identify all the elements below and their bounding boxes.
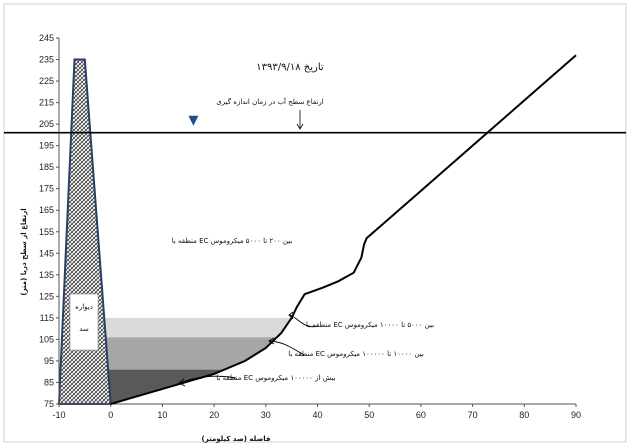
y-axis-label: ارتفاع از سطح دریا (متر) [20, 208, 28, 295]
zone2-arrowhead [288, 311, 294, 320]
zone4-arrowhead [178, 378, 186, 387]
zone-label-2: منطقه با EC بین ۵۰۰۰ تا ۱۰۰۰۰ میکروموس [306, 321, 434, 329]
y-tick-label-9: 165 [39, 205, 54, 215]
zone-fill-1 [104, 317, 292, 338]
x-tick-label-5: 40 [312, 410, 322, 420]
x-tick-label-9: 80 [519, 410, 529, 420]
y-tick-label-14: 215 [39, 98, 54, 108]
y-ticks: 75 85 95 105 115 125 135 145 155 165 175 185 195 205 2… [39, 33, 59, 409]
x-tick-label-10: 90 [571, 410, 581, 420]
y-tick-label-4: 115 [40, 313, 54, 323]
zone-label-1: منطقه با EC بین ۲۰۰ تا ۵۰۰۰ میکروموس [172, 237, 293, 245]
x-tick-label-2: 10 [157, 410, 167, 420]
zone3-arrowhead [268, 337, 275, 345]
y-tick-label-6: 135 [39, 270, 54, 280]
x-tick-label-0: -10 [52, 410, 65, 420]
y-tick-label-0: 75 [44, 399, 54, 409]
y-tick-label-12: 195 [39, 141, 54, 151]
zone-label-3: منطقه با EC بین ۱۰۰۰۰ تا ۱۰۰۰۰۰ میکروموس [288, 350, 424, 358]
y-tick-label-11: 185 [39, 162, 54, 172]
x-tick-label-4: 30 [261, 410, 271, 420]
y-tick-label-1: 85 [44, 377, 54, 387]
y-tick-label-16: 235 [39, 55, 54, 65]
chart-title: تاریخ ۱۳۹۳/۹/۱۸ [256, 62, 324, 73]
x-ticks: -10 0 10 20 30 40 50 60 70 80 90 [52, 404, 581, 420]
x-tick-label-7: 60 [416, 410, 426, 420]
x-axis-label: فاصله (صد کیلومتر) [202, 435, 271, 443]
y-tick-label-2: 95 [44, 356, 54, 366]
y-tick-label-5: 125 [39, 291, 54, 301]
zone3-arrow [269, 340, 305, 356]
dam-label-box [69, 293, 99, 351]
x-tick-label-6: 50 [364, 410, 374, 420]
y-tick-label-13: 205 [39, 119, 54, 129]
bed-profile-line [110, 54, 577, 405]
x-tick-label-1: 0 [108, 410, 113, 420]
dam-label-line1: دیواره [75, 303, 93, 311]
y-tick-label-15: 225 [39, 76, 54, 86]
water-label-arrowhead [296, 123, 304, 130]
zone-label-4: منطقه با EC بیش از ۱۰۰۰۰۰ میکروموس [216, 374, 335, 382]
dam-label-line2: سد [79, 325, 89, 333]
y-tick-label-8: 155 [39, 227, 54, 237]
zone2-arrow [289, 314, 319, 328]
water-level-label: ارتفاع سطح آب در زمان اندازه گیری [216, 97, 323, 106]
y-tick-label-7: 145 [39, 248, 54, 258]
y-tick-label-17: 245 [39, 33, 54, 43]
x-tick-label-8: 70 [468, 410, 478, 420]
zone-fill-2 [105, 337, 277, 370]
y-tick-label-3: 105 [39, 334, 54, 344]
x-tick-label-3: 20 [209, 410, 219, 420]
zone4-arrow [179, 375, 237, 384]
y-tick-label-10: 175 [39, 184, 54, 194]
water-level-marker [188, 115, 199, 126]
